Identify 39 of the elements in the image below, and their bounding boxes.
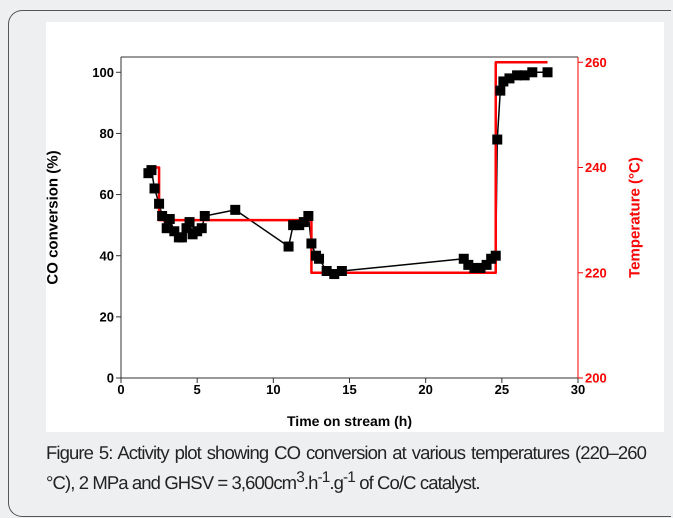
point [150, 183, 160, 194]
y-axis-title: CO conversion (%) [44, 150, 62, 285]
point [314, 254, 324, 264]
x-tick-label: 5 [194, 382, 201, 398]
point [492, 134, 502, 145]
point [176, 232, 187, 242]
point [154, 198, 164, 209]
caption: Figure 5: Activity plot showing CO conversion at various temperatures (220–260 °C), 2 MPa and GHSV = 3,600cm$^{3}$.h$^{-1}$.g$^{-1}$ of Co/C catalyst. [46, 441, 646, 496]
y2-axis-title: Temperature (°C) [626, 157, 644, 278]
x-axis-title: Time on stream (h) [287, 413, 412, 429]
y-tick-label: 40 [100, 248, 114, 264]
x-tick-label: 20 [418, 382, 433, 398]
y-tick-label: 60 [100, 187, 114, 202]
point [527, 67, 538, 78]
y2-tick-label: 200 [585, 370, 607, 386]
point [230, 204, 240, 215]
point [184, 217, 195, 228]
y2-tick-label: 220 [585, 265, 607, 280]
point [306, 238, 316, 248]
y2-tick-label: 260 [585, 54, 607, 70]
x-tick-label: 25 [494, 382, 510, 398]
point [146, 165, 156, 176]
point [284, 242, 294, 252]
x-tick-label: 10 [266, 382, 281, 398]
y-tick-label: 20 [100, 309, 114, 324]
point [490, 250, 501, 261]
y-tick-label: 100 [92, 64, 114, 80]
point [542, 67, 553, 78]
point [200, 210, 210, 221]
y2-tick-label: 240 [585, 160, 607, 176]
point [336, 266, 347, 276]
point [495, 86, 506, 96]
x-tick-label: 15 [342, 382, 357, 398]
y-tick-label: 0 [106, 370, 114, 386]
point [303, 210, 314, 221]
x-tick-label: 30 [570, 382, 586, 398]
point [196, 223, 207, 234]
x-tick-label: 0 [117, 382, 125, 398]
y-tick-label: 80 [100, 126, 114, 142]
